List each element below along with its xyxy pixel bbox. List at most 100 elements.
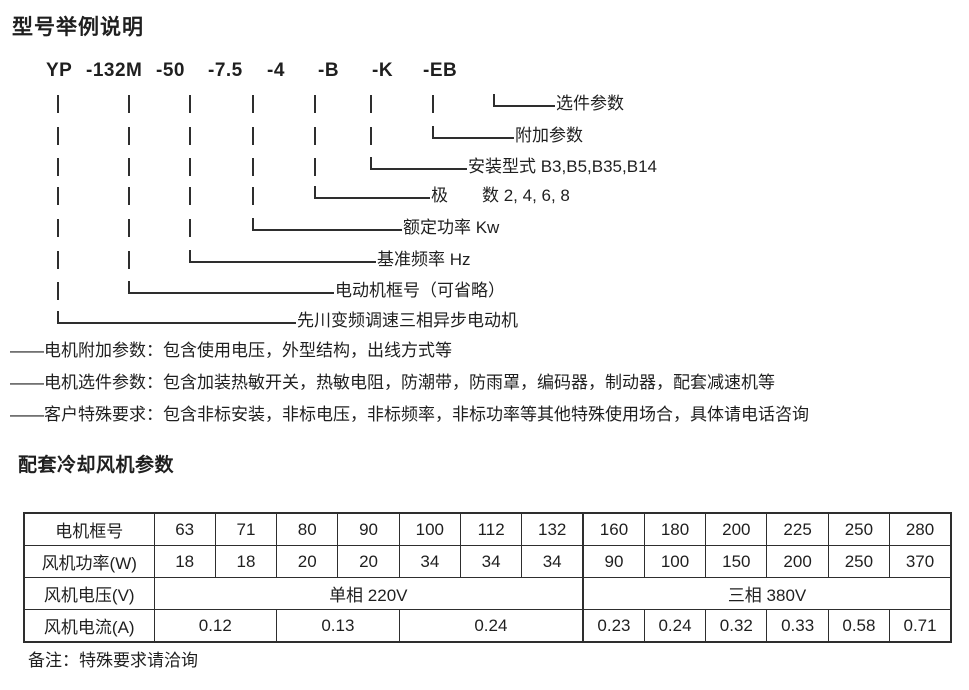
table-cell: 250 [827, 512, 891, 546]
table-cell: 132 [521, 512, 584, 546]
ladder-label: 安装型式 B3,B5,B35,B14 [468, 157, 657, 176]
table-cell: 90 [582, 545, 645, 578]
model-code-segment: -B [318, 60, 340, 81]
ladder-tick [314, 158, 316, 176]
ladder-diagram: 选件参数附加参数安装型式 B3,B5,B35,B14 极 数 2, 4, 6, 8… [0, 0, 969, 340]
note-special-requirements: ——客户特殊要求：包含非标安装，非标电压，非标频率，非标功率等其他特殊使用场合，… [10, 405, 809, 424]
table-cell: 0.33 [766, 609, 829, 643]
table-cell: 34 [521, 545, 584, 578]
table-cell: 0.71 [889, 609, 952, 643]
ladder-tick [128, 95, 130, 113]
table-cell: 0.13 [276, 609, 400, 643]
ladder-tick [432, 95, 434, 113]
ladder-tick [252, 158, 254, 176]
ladder-connector [252, 218, 402, 231]
ladder-label: 基准频率 Hz [377, 250, 471, 269]
model-code-line: YP -132M -50 -7.5 -4 -B -K -EB [0, 60, 969, 86]
fan-parameter-table: 电机框号 63 71 80 90 100 112 132 160 180 200 225 250 280 风… [23, 512, 952, 643]
ladder-tick [57, 127, 59, 145]
ladder-connector [314, 186, 430, 199]
table-cell: 20 [337, 545, 400, 578]
table-cell: 单相 220V [153, 577, 584, 610]
table-cell: 200 [766, 545, 829, 578]
table-cell: 0.32 [705, 609, 768, 643]
ladder-tick [128, 187, 130, 205]
table-cell: 150 [705, 545, 768, 578]
table-cell: 100 [398, 512, 461, 546]
table-cell: 112 [459, 512, 523, 546]
ladder-connector [432, 126, 514, 139]
ladder-label: 附加参数 [515, 126, 583, 145]
ladder-tick [189, 95, 191, 113]
model-code-segment: -K [372, 60, 394, 81]
row-header-cell: 风机电流(A) [23, 609, 155, 643]
table-cell: 34 [398, 545, 461, 578]
model-code-segment: -50 [156, 60, 185, 81]
ladder-tick [189, 158, 191, 176]
table-cell: 90 [337, 512, 400, 546]
ladder-tick [128, 158, 130, 176]
table-cell: 18 [153, 545, 216, 578]
row-header-cell: 电机框号 [23, 512, 155, 546]
ladder-tick [57, 219, 59, 237]
ladder-connector [128, 281, 334, 294]
table-cell: 160 [582, 512, 645, 546]
ladder-label: 先川变频调速三相异步电动机 [297, 311, 518, 330]
model-code-segment: YP [46, 60, 73, 81]
ladder-tick [57, 95, 59, 113]
ladder-tick [128, 219, 130, 237]
table-cell: 0.58 [827, 609, 891, 643]
table-cell: 200 [705, 512, 768, 546]
table-row: 电机框号 63 71 80 90 100 112 132 160 180 200 225 250 280 [23, 512, 952, 546]
table-cell: 100 [643, 545, 707, 578]
table-cell: 0.12 [153, 609, 278, 643]
table-cell: 180 [643, 512, 707, 546]
ladder-connector [370, 157, 467, 170]
table-cell: 0.24 [398, 609, 584, 643]
ladder-tick [252, 187, 254, 205]
ladder-tick [252, 127, 254, 145]
ladder-tick [189, 127, 191, 145]
row-header-cell: 风机电压(V) [23, 577, 155, 610]
table-cell: 18 [214, 545, 278, 578]
row-header-cell: 风机功率(W) [23, 545, 155, 578]
table-cell: 20 [276, 545, 339, 578]
table-cell: 0.23 [582, 609, 645, 643]
table-cell: 370 [889, 545, 952, 578]
page-title: 型号举例说明 [12, 16, 144, 39]
table-row: 风机电流(A) 0.12 0.13 0.24 0.23 0.24 0.32 0.33 0.58 0… [23, 609, 952, 643]
ladder-tick [57, 158, 59, 176]
ladder-tick [314, 95, 316, 113]
ladder-tick [57, 187, 59, 205]
ladder-connector [493, 94, 555, 107]
ladder-tick [57, 282, 59, 300]
table-cell: 280 [889, 512, 952, 546]
ladder-tick [314, 127, 316, 145]
ladder-tick [252, 95, 254, 113]
ladder-tick [189, 219, 191, 237]
ladder-label: 选件参数 [556, 94, 624, 113]
ladder-tick [57, 251, 59, 269]
ladder-tick [128, 251, 130, 269]
ladder-tick [370, 127, 372, 145]
ladder-label: 极 数 2, 4, 6, 8 [431, 186, 570, 205]
ladder-tick [189, 187, 191, 205]
note-option-params: ——电机选件参数：包含加装热敏开关，热敏电阻，防潮带，防雨罩，编码器，制动器，配… [10, 373, 775, 392]
table-footnote: 备注：特殊要求请洽询 [28, 651, 198, 670]
ladder-tick [128, 127, 130, 145]
table-cell: 0.24 [643, 609, 707, 643]
table-row: 风机电压(V) 单相 220V 三相 380V [23, 577, 952, 610]
ladder-label: 电动机框号（可省略） [335, 281, 505, 300]
model-code-segment: -132M [86, 60, 143, 81]
table-cell: 225 [766, 512, 829, 546]
table-cell: 三相 380V [582, 577, 952, 610]
ladder-label: 额定功率 Kw [403, 218, 500, 237]
table-cell: 71 [214, 512, 278, 546]
fan-table-title: 配套冷却风机参数 [18, 455, 175, 476]
ladder-connector [57, 311, 296, 324]
ladder-tick [370, 95, 372, 113]
table-cell: 63 [153, 512, 216, 546]
table-cell: 34 [459, 545, 523, 578]
model-code-segment: -EB [423, 60, 458, 81]
table-cell: 250 [827, 545, 891, 578]
